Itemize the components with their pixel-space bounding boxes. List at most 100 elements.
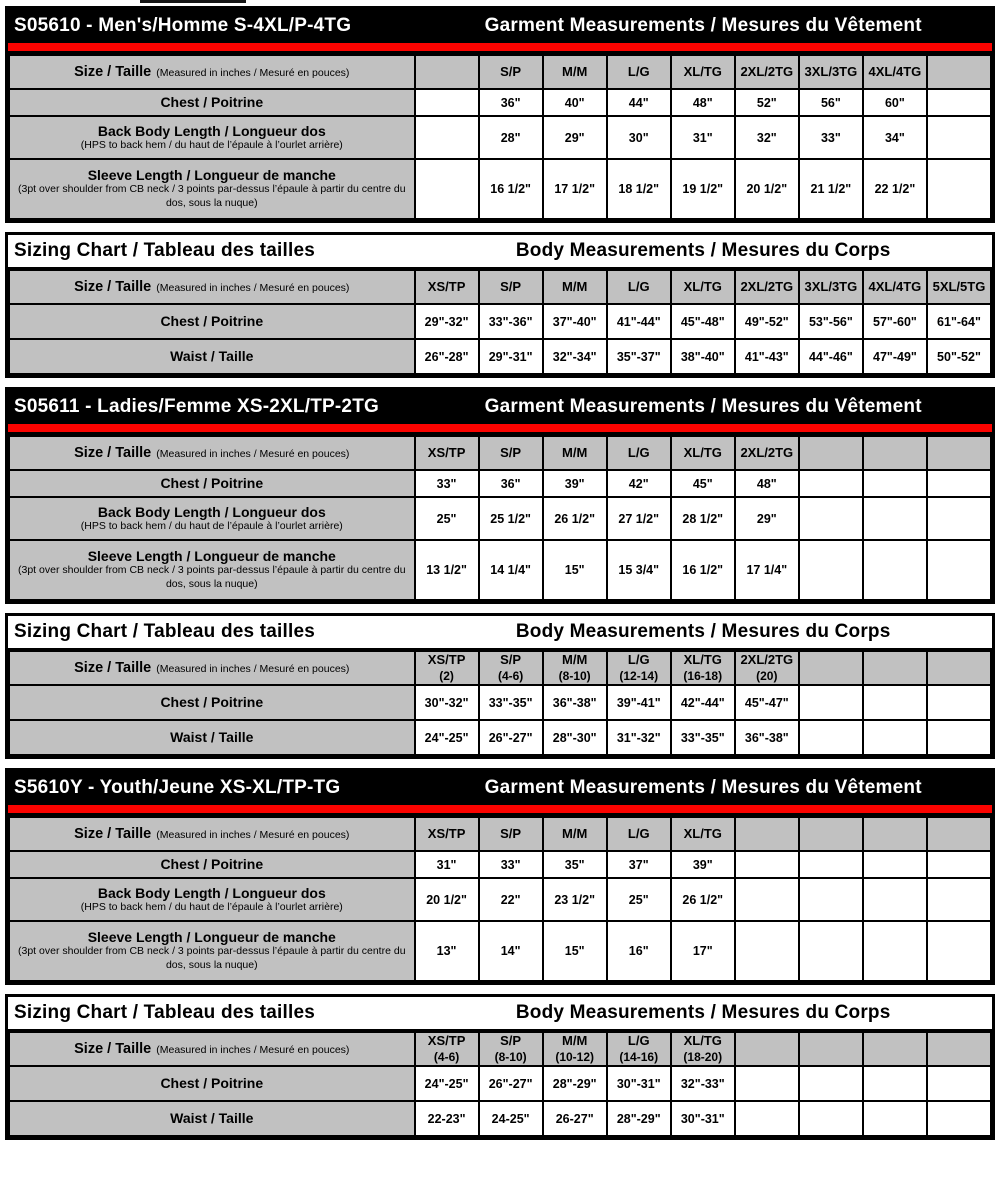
measurement-value-cell: 50"-52" [925, 338, 993, 375]
measurement-value-cell: 31" [669, 115, 736, 160]
measurement-value-cell: 44"-46" [797, 338, 864, 375]
row-label-cell: Chest / Poitrine [8, 1065, 416, 1102]
measurement-value-cell: 35"-37" [605, 338, 672, 375]
size-header-cell: 3XL/3TG [797, 54, 864, 90]
size-name: XS/TP [427, 444, 466, 460]
size-header-cell [861, 816, 928, 852]
measurement-row: Back Body Length / Longueur dos (HPS to b… [8, 496, 993, 541]
size-name: S/P [500, 278, 522, 294]
size-name: 4XL/4TG [868, 63, 922, 79]
table-title-left: Sizing Chart / Tableau des tailles [14, 621, 316, 642]
size-label-cell: Size / Taille (Measured in inches / Mesur… [8, 269, 416, 305]
measurement-value-cell [925, 539, 993, 601]
size-name: L/G [627, 1033, 650, 1049]
measurement-value-cell: 48" [733, 469, 800, 498]
size-name: 2XL/2TG [740, 63, 794, 79]
measurement-value-cell: 20 1/2" [733, 158, 800, 220]
measurement-value-cell [797, 1065, 864, 1102]
size-name: XL/TG [683, 825, 722, 841]
table-title-right: Body Measurements / Mesures du Corps [515, 621, 891, 642]
size-label-note: (Measured in inches / Mesuré en pouces) [156, 829, 350, 841]
measurement-value-cell: 32"-33" [669, 1065, 736, 1102]
measurement-value-cell [861, 1100, 928, 1137]
table-title-bar: S5610Y - Youth/Jeune XS-XL/TP-TG Garment … [8, 771, 992, 805]
size-header-cell: M/M (8-10) [541, 650, 608, 686]
measurement-value-cell: 35" [541, 850, 608, 879]
size-header-cell: XS/TP [413, 269, 480, 305]
measurements-table: Size / Taille (Measured in inches / Mesur… [8, 650, 993, 756]
measurement-value-cell: 26"-28" [413, 338, 480, 375]
row-label-cell: Chest / Poitrine [8, 850, 416, 879]
measurement-value-cell: 36" [477, 88, 544, 117]
size-header-cell [797, 1031, 864, 1067]
measurement-value-cell [797, 719, 864, 756]
size-label-cell: Size / Taille (Measured in inches / Mesur… [8, 650, 416, 686]
measurement-value-cell: 14 1/4" [477, 539, 544, 601]
table-title-bar: Sizing Chart / Tableau des tailles Body M… [8, 235, 992, 269]
measurement-value-cell: 29" [733, 496, 800, 541]
size-header-row: Size / Taille (Measured in inches / Mesur… [8, 269, 993, 305]
measurement-value-cell: 41"-44" [605, 303, 672, 340]
measurement-value-cell [925, 115, 993, 160]
table-title-left: Sizing Chart / Tableau des tailles [14, 1002, 316, 1023]
size-number-range: (8-10) [558, 668, 591, 683]
row-label-note: (HPS to back hem / du haut de l’épaule à… [80, 138, 343, 151]
size-name: 2XL/2TG [740, 444, 794, 460]
size-header-cell: S/P [477, 269, 544, 305]
row-label-cell: Waist / Taille [8, 719, 416, 756]
measurement-value-cell: 27 1/2" [605, 496, 672, 541]
size-name: XS/TP [427, 825, 466, 841]
size-name: 3XL/3TG [804, 278, 858, 294]
measurement-value-cell: 13 1/2" [413, 539, 480, 601]
size-name: XL/TG [683, 652, 722, 668]
size-name: L/G [627, 652, 650, 668]
size-label: Size / Taille [74, 826, 152, 842]
row-label-cell: Chest / Poitrine [8, 684, 416, 721]
size-header-cell: M/M [541, 816, 608, 852]
measurement-value-cell [413, 88, 480, 117]
size-header-cell [797, 816, 864, 852]
measurement-value-cell [797, 877, 864, 922]
measurement-value-cell [925, 850, 993, 879]
size-header-cell: 2XL/2TG [733, 54, 800, 90]
measurement-value-cell [925, 88, 993, 117]
size-header-cell [733, 816, 800, 852]
size-name: XS/TP [427, 1033, 466, 1049]
size-name: S/P [500, 444, 522, 460]
sizing-table-mens-body: Sizing Chart / Tableau des tailles Body M… [5, 232, 995, 378]
size-header-cell [797, 435, 864, 471]
size-name: M/M [562, 63, 588, 79]
size-label-cell: Size / Taille (Measured in inches / Mesur… [8, 435, 416, 471]
measurement-value-cell: 19 1/2" [669, 158, 736, 220]
measurement-value-cell [733, 1065, 800, 1102]
table-body: Size / Taille (Measured in inches / Mesur… [8, 816, 993, 982]
measurement-value-cell: 39" [541, 469, 608, 498]
measurement-row: Waist / Taille 22-23" 24-25" 26-27" 28"-29" 3… [8, 1100, 993, 1137]
size-header-cell: L/G (12-14) [605, 650, 672, 686]
red-stripe [8, 805, 992, 816]
measurement-row: Chest / Poitrine 24"-25" 26"-27" 28"-29" 30"… [8, 1065, 993, 1102]
measurement-value-cell: 57"-60" [861, 303, 928, 340]
measurement-value-cell: 17 1/2" [541, 158, 608, 220]
table-title-bar: S05611 - Ladies/Femme XS-2XL/TP-2TG Garme… [8, 390, 992, 424]
measurement-value-cell: 42"-44" [669, 684, 736, 721]
measurement-value-cell: 28"-29" [541, 1065, 608, 1102]
measurement-value-cell: 15" [541, 920, 608, 982]
size-header-cell: XL/TG (16-18) [669, 650, 736, 686]
sizing-table-youth-body: Sizing Chart / Tableau des tailles Body M… [5, 994, 995, 1140]
measurement-value-cell [861, 877, 928, 922]
measurement-value-cell [733, 850, 800, 879]
size-name: L/G [627, 63, 650, 79]
size-header-cell: XL/TG [669, 54, 736, 90]
size-header-cell: XS/TP [413, 816, 480, 852]
size-number-range: (18-20) [683, 1049, 723, 1064]
measurement-row: Chest / Poitrine 33" 36" 39" 42" 45" 48" [8, 469, 993, 498]
measurement-row: Back Body Length / Longueur dos (HPS to b… [8, 877, 993, 922]
measurement-value-cell: 32"-34" [541, 338, 608, 375]
size-label: Size / Taille [74, 279, 152, 295]
size-header-cell [733, 1031, 800, 1067]
measurement-value-cell [797, 539, 864, 601]
measurements-table: Size / Taille (Measured in inches / Mesur… [8, 1031, 993, 1137]
measurement-value-cell [925, 469, 993, 498]
measurements-table: Size / Taille (Measured in inches / Mesur… [8, 269, 993, 375]
